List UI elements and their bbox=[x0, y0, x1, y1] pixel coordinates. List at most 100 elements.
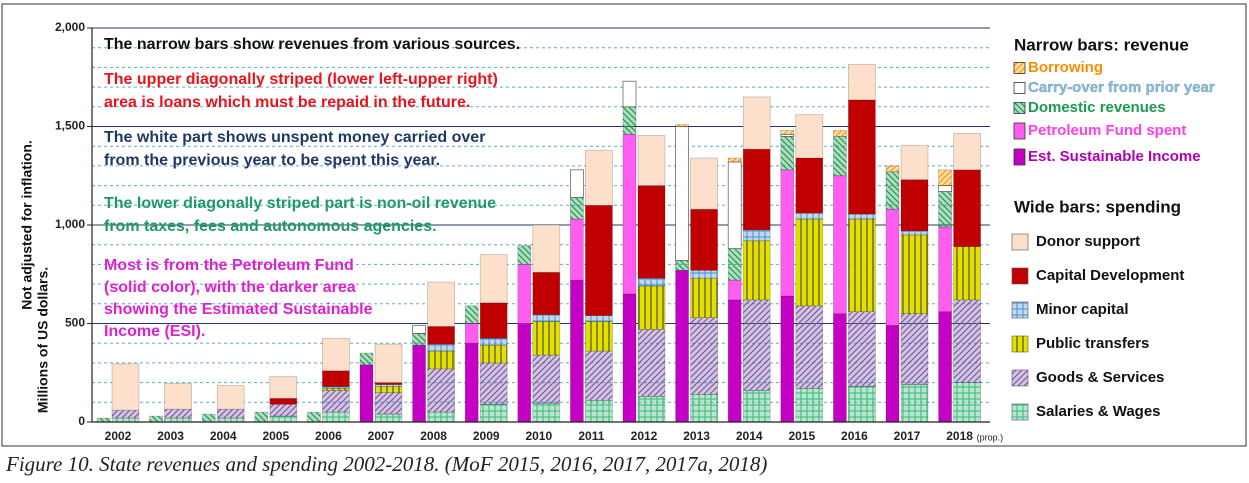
bar-segment bbox=[885, 325, 900, 423]
bar-segment bbox=[637, 329, 666, 397]
legend-label: Public transfers bbox=[1036, 335, 1149, 352]
bar-segment bbox=[900, 384, 929, 423]
bar-segment bbox=[111, 363, 140, 411]
bar-segment bbox=[833, 175, 847, 314]
bar-segment bbox=[111, 409, 140, 419]
legend-swatch bbox=[1011, 233, 1029, 251]
bar-segment bbox=[690, 157, 718, 210]
bar-segment bbox=[780, 169, 795, 297]
x-tick-label: 2005 bbox=[262, 429, 289, 443]
bar-segment bbox=[675, 260, 689, 271]
bar-segment bbox=[427, 281, 455, 327]
bar-segment bbox=[690, 394, 718, 423]
bar-segment bbox=[833, 130, 847, 137]
bar-segment bbox=[637, 277, 666, 287]
bar-segment bbox=[938, 185, 952, 192]
bar-segment bbox=[164, 408, 192, 419]
bar-segment bbox=[622, 106, 637, 135]
bar-segment bbox=[585, 399, 613, 423]
bar-segment bbox=[637, 285, 666, 330]
bar-segment bbox=[637, 185, 666, 279]
legend-header: Narrow bars: revenue bbox=[1014, 35, 1189, 54]
legend-label: Carry-over from prior year bbox=[1028, 79, 1215, 96]
legend-swatch bbox=[1011, 267, 1029, 285]
bar-segment bbox=[690, 208, 718, 271]
legend-swatch bbox=[1013, 82, 1026, 94]
bar-segment bbox=[690, 269, 718, 279]
x-tick-label: 2003 bbox=[157, 429, 184, 443]
bar-segment bbox=[479, 337, 508, 346]
bar-segment bbox=[833, 136, 847, 177]
x-tick-label: 2011 bbox=[578, 429, 604, 443]
bar-segment bbox=[269, 415, 298, 423]
bar-segment bbox=[848, 218, 876, 313]
annotation: (solid color), with the darker area bbox=[104, 279, 356, 296]
annotation: The narrow bars show revenues from vario… bbox=[104, 36, 520, 53]
legend-header: Wide bars: spending bbox=[1014, 197, 1181, 216]
bar-segment bbox=[532, 224, 561, 273]
bar-segment bbox=[585, 315, 613, 322]
bar-segment bbox=[848, 386, 876, 423]
x-tick-label: 2014 bbox=[736, 429, 763, 443]
y-tick-label: 1,000 bbox=[55, 217, 85, 231]
annotation: from taxes, fees and autonomous agencies… bbox=[104, 218, 437, 235]
bar-segment bbox=[427, 368, 455, 413]
legend-label: Capital Development bbox=[1036, 267, 1184, 284]
bar-segment bbox=[269, 376, 298, 399]
bar-segment bbox=[412, 333, 426, 346]
bar-segment bbox=[742, 299, 771, 391]
bar-segment bbox=[637, 135, 666, 186]
x-tick-label: 2009 bbox=[473, 429, 500, 443]
bar-segment bbox=[885, 208, 900, 326]
bar-segment bbox=[269, 398, 298, 405]
annotation: The white part shows unspent money carri… bbox=[104, 129, 485, 146]
bar-segment bbox=[322, 370, 350, 387]
legend-label: Petroleum Fund spent bbox=[1028, 122, 1186, 139]
bar-segment bbox=[359, 352, 374, 366]
bar-segment bbox=[953, 169, 981, 248]
bar-segment bbox=[900, 234, 929, 315]
bar-segment bbox=[848, 311, 876, 387]
legend-swatch bbox=[1011, 335, 1029, 353]
legend-label: Borrowing bbox=[1028, 59, 1103, 76]
bar-segment bbox=[201, 413, 216, 423]
bar-segment bbox=[374, 386, 403, 393]
bar-segment bbox=[938, 191, 952, 228]
x-tick-label: 2012 bbox=[631, 429, 658, 443]
bar-segment bbox=[570, 197, 584, 220]
legend-label: Goods & Services bbox=[1036, 369, 1164, 386]
bar-segment bbox=[622, 134, 637, 295]
bar-segment bbox=[622, 80, 637, 108]
bar-segment bbox=[479, 344, 508, 364]
bar-segment bbox=[322, 411, 350, 423]
bar-segment bbox=[727, 279, 742, 301]
x-tick-label: 2002 bbox=[105, 429, 132, 443]
bar-segment bbox=[269, 403, 298, 417]
bar-segment bbox=[532, 314, 561, 322]
bar-segment bbox=[690, 317, 718, 395]
bar-segment bbox=[464, 323, 479, 344]
bar-segment bbox=[727, 157, 742, 163]
y-tick-label: 1,500 bbox=[55, 119, 85, 133]
bar-segment bbox=[427, 411, 455, 423]
bar-segment bbox=[307, 411, 321, 423]
y-tick-label: 2,000 bbox=[55, 20, 85, 34]
bar-segment bbox=[742, 240, 771, 301]
bar-segment bbox=[164, 383, 192, 410]
legend-swatch bbox=[1013, 122, 1026, 140]
bar-segment bbox=[427, 343, 455, 352]
x-tick-label: 2004 bbox=[210, 429, 237, 443]
x-tick-label: 2013 bbox=[683, 429, 710, 443]
x-tick-note: (prop.) bbox=[977, 432, 1004, 442]
bar-segment bbox=[953, 382, 981, 423]
bar-segment bbox=[953, 299, 981, 383]
bar-segment bbox=[900, 179, 929, 232]
x-tick-label: 2018 bbox=[946, 429, 973, 443]
bar-segment bbox=[359, 364, 374, 423]
bar-segment bbox=[742, 96, 771, 150]
bar-segment bbox=[953, 246, 981, 301]
bar-segment bbox=[517, 264, 532, 324]
bar-segment bbox=[848, 99, 876, 215]
bar-segment bbox=[479, 302, 508, 339]
frame bbox=[1, 3, 1247, 447]
